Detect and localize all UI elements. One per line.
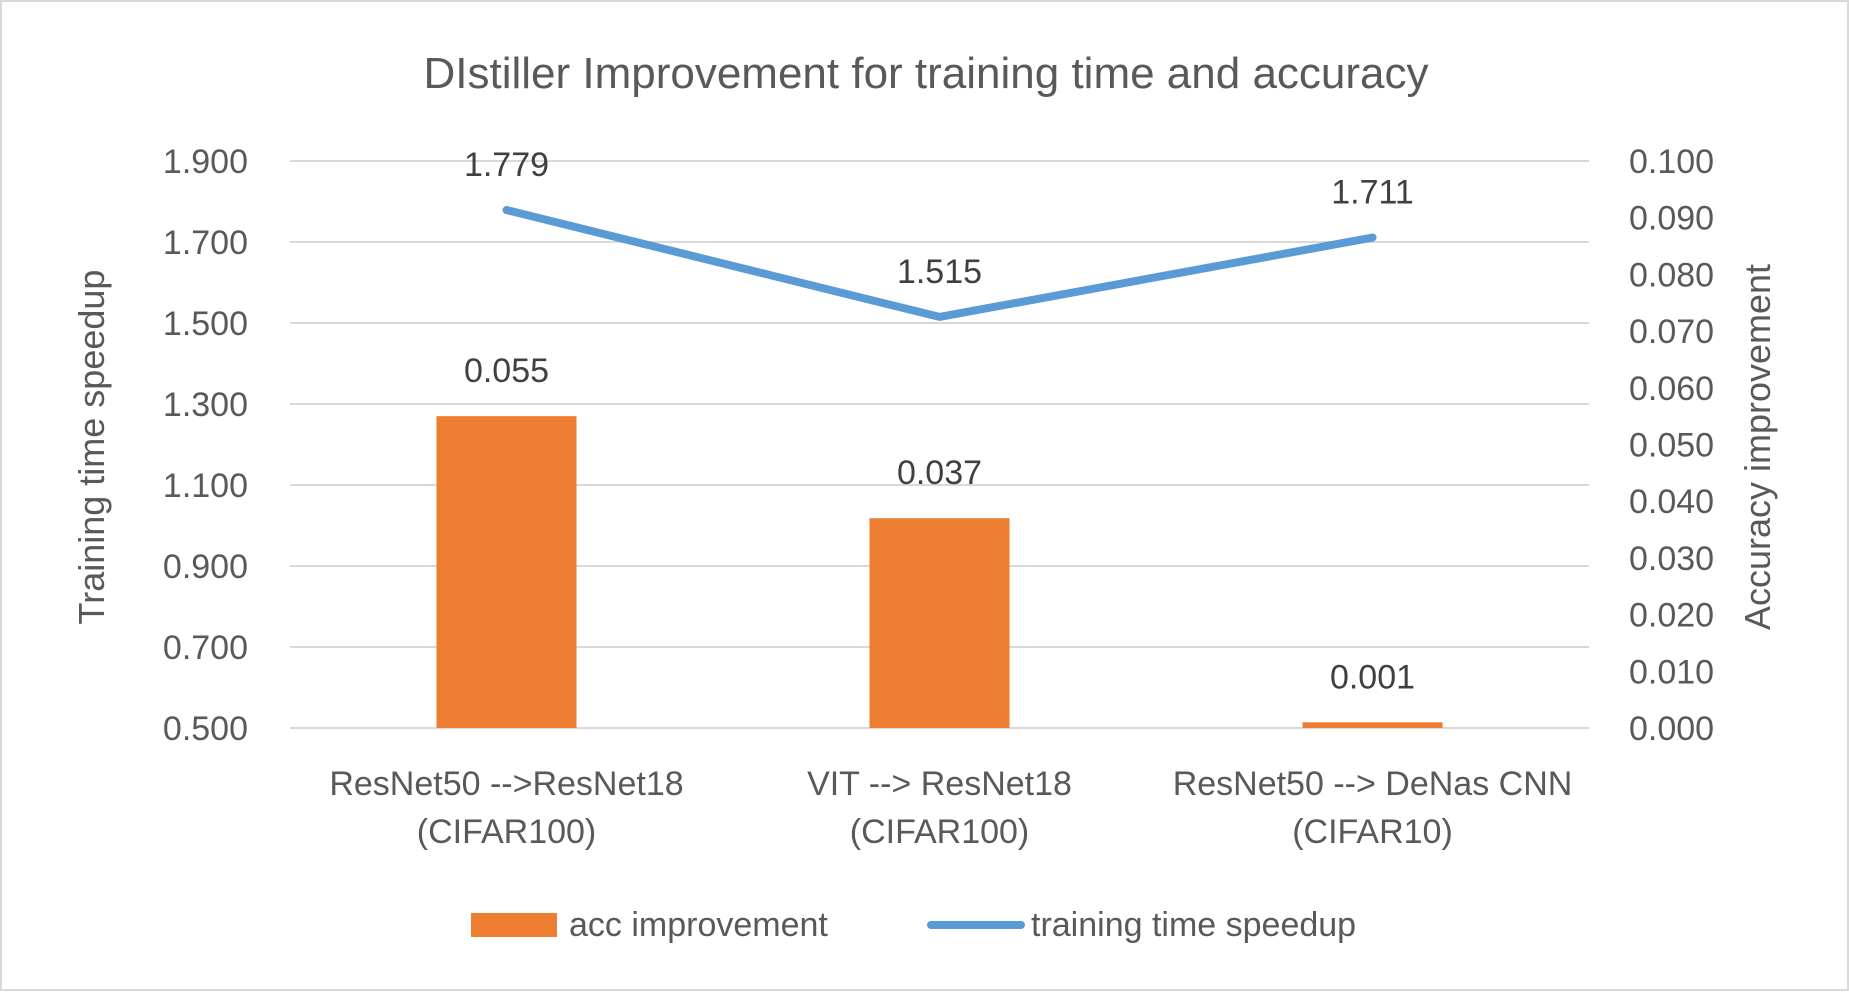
category-label-line: VIT --> ResNet18	[807, 765, 1072, 803]
line-series	[502, 206, 1377, 321]
left-tick-label: 1.500	[163, 305, 248, 343]
category-label-line: (CIFAR100)	[417, 813, 597, 851]
left-tick-label: 1.700	[163, 224, 248, 262]
category-label: VIT --> ResNet18 (CIFAR100)	[807, 765, 1072, 851]
bar-data-label: 0.037	[897, 454, 982, 492]
category-label: ResNet50 --> DeNas CNN (CIFAR10)	[1173, 765, 1573, 851]
bar	[869, 518, 1010, 728]
right-tick-label: 0.080	[1629, 256, 1714, 294]
category-label-line: ResNet50 --> DeNas CNN	[1173, 765, 1573, 803]
line-data-label: 1.711	[1331, 174, 1414, 212]
legend-bar-label: acc improvement	[569, 906, 828, 944]
line-data-label: 1.779	[464, 146, 549, 184]
left-axis-title: Training time speedup	[71, 270, 112, 625]
left-tick-label: 1.300	[163, 386, 248, 424]
bar-data-label: 0.001	[1330, 658, 1415, 696]
line-point	[938, 315, 941, 318]
right-tick-label: 0.020	[1629, 597, 1714, 635]
category-label: ResNet50 -->ResNet18 (CIFAR100)	[329, 765, 683, 851]
right-tick-label: 0.000	[1629, 710, 1714, 748]
category-label-line: ResNet50 -->ResNet18	[329, 765, 683, 803]
line-data-label: 1.515	[897, 253, 982, 291]
right-tick-label: 0.090	[1629, 200, 1714, 238]
left-tick-label: 0.700	[163, 629, 248, 667]
data-labels: 0.055 0.037 0.001 1.779 1.515 1.711	[464, 146, 1415, 696]
legend-item-training-time-speedup: training time speedup	[927, 906, 1356, 944]
bar-series	[436, 416, 1443, 728]
legend: acc improvement training time speedup	[471, 906, 1356, 944]
right-tick-label: 0.010	[1629, 653, 1714, 691]
right-tick-label: 0.060	[1629, 370, 1714, 408]
left-tick-label: 1.100	[163, 467, 248, 505]
right-tick-label: 0.050	[1629, 427, 1714, 465]
left-tick-label: 0.500	[163, 710, 248, 748]
right-axis: 0.000 0.010 0.020 0.030 0.040 0.050 0.060 0.070…	[1629, 143, 1714, 748]
legend-line-label: training time speedup	[1031, 906, 1356, 944]
right-axis-title: Accuracy improvement	[1737, 264, 1778, 630]
left-tick-label: 1.900	[163, 143, 248, 181]
bar	[436, 416, 577, 728]
right-tick-label: 0.070	[1629, 313, 1714, 351]
line-point	[1371, 236, 1374, 239]
left-tick-label: 0.900	[163, 548, 248, 586]
right-tick-label: 0.030	[1629, 540, 1714, 578]
bar-data-label: 0.055	[464, 352, 549, 390]
right-tick-label: 0.100	[1629, 143, 1714, 181]
legend-bar-swatch	[471, 913, 557, 937]
left-axis: 0.500 0.700 0.900 1.100 1.300 1.500 1.700 1.900	[163, 143, 248, 748]
category-label-line: (CIFAR10)	[1292, 813, 1453, 851]
category-label-line: (CIFAR100)	[850, 813, 1030, 851]
line-point	[505, 209, 508, 212]
chart-title: DIstiller Improvement for training time …	[423, 49, 1428, 98]
bar	[1302, 722, 1443, 728]
category-axis: ResNet50 -->ResNet18 (CIFAR100)VIT --> Re…	[329, 765, 1572, 851]
right-tick-label: 0.040	[1629, 483, 1714, 521]
legend-item-acc-improvement: acc improvement	[471, 906, 828, 944]
